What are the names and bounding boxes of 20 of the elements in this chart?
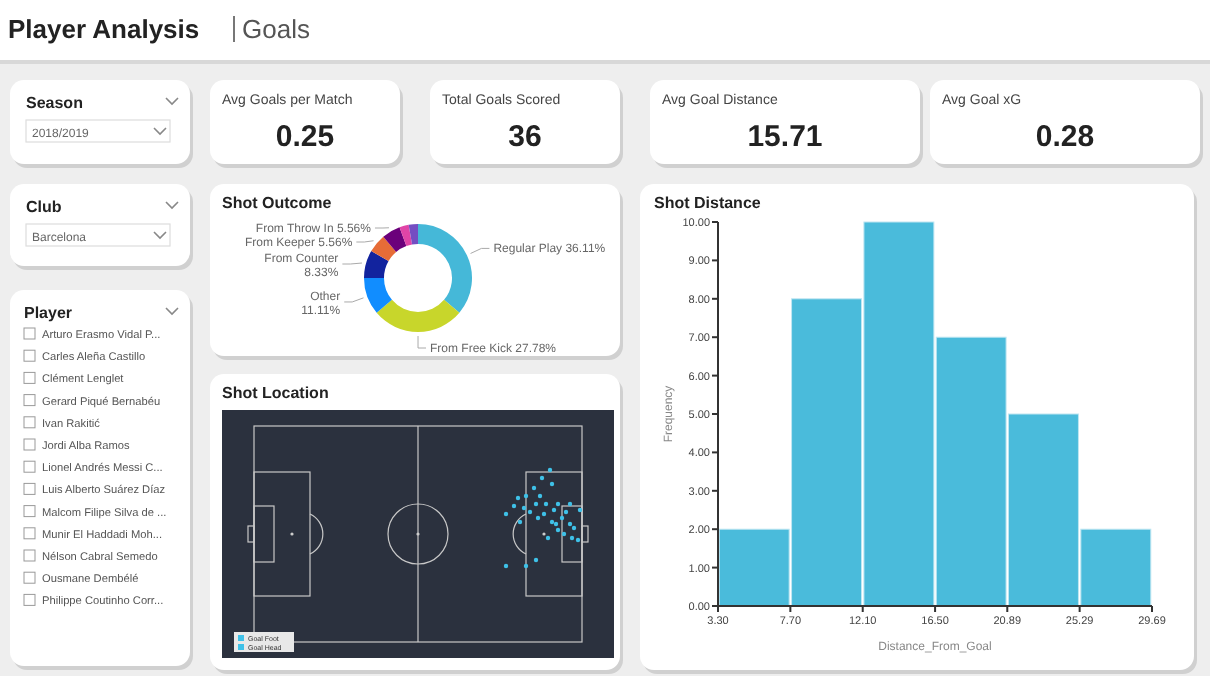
text: 15.71 [747,120,823,154]
text: 36 [508,120,542,154]
donut-slice [383,227,407,252]
chart-title: Shot Distance [654,194,762,212]
donut-slice [371,236,397,262]
text: Player [24,304,73,322]
donut-slice [418,224,472,313]
donut-slice [399,224,413,247]
text: Goals [242,14,311,44]
chart-title: Shot Outcome [222,194,333,212]
text: 0.25 [275,120,335,154]
donut-slice [364,251,389,279]
text: 0.28 [1035,120,1095,154]
text: Season [26,94,84,112]
text: Player Analysis [8,14,200,44]
text: Shot Location [222,384,329,402]
donut-slice [364,278,392,313]
text: Club [26,198,62,216]
donut-slice [376,299,460,332]
donut-slice [408,224,418,245]
